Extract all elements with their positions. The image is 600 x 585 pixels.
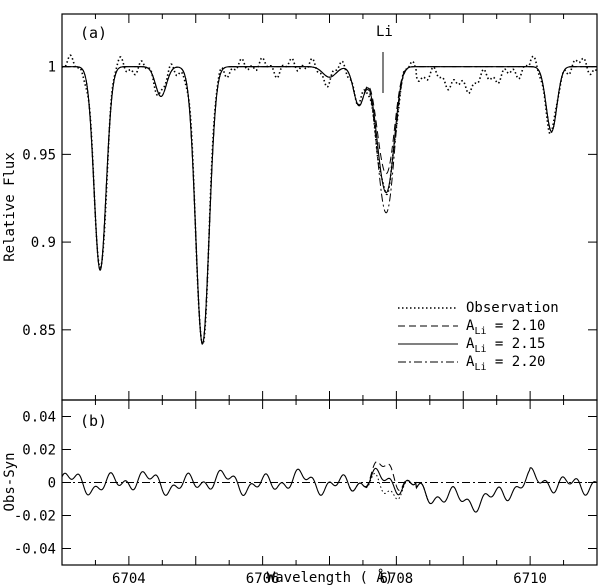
- y-tick-label: 0: [48, 476, 56, 492]
- panel-b: (b) -0.04 -0.02 0 0.02 0.04 6704 6706 6708 6710: [14, 399, 598, 585]
- legend-label: ALi = 2.15: [466, 336, 546, 355]
- legend-label: Observation: [466, 300, 559, 316]
- y-tick-label: -0.04: [14, 542, 56, 558]
- residual-ali-2-15: [61, 467, 598, 513]
- y-tick-label: 0.02: [22, 443, 56, 459]
- panel-b-y-axis-title: Obs-Syn: [2, 452, 18, 511]
- x-axis-title: Wavelength ( Å): [267, 569, 393, 585]
- x-tick-label: 6710: [513, 571, 547, 585]
- y-tick-label: 0.85: [22, 323, 56, 339]
- li-marker: Li: [376, 24, 393, 93]
- panel-a-y-axis-title: Relative Flux: [2, 152, 18, 262]
- y-tick-label: 0.9: [31, 235, 56, 251]
- y-tick-label: 0.04: [22, 410, 56, 426]
- panel-a: (a) 0.85 0.9 0.95 1 Li Observation ALi = 2.1…: [22, 13, 598, 401]
- series-ali-2-20: [62, 66, 597, 345]
- legend-label: ALi = 2.10: [466, 318, 546, 337]
- legend-label: ALi = 2.20: [466, 354, 546, 373]
- residual-ali-2-20: [349, 472, 431, 504]
- residual-ali-2-10: [349, 461, 431, 504]
- x-tick-label: 6708: [380, 571, 414, 585]
- series-observation: [61, 54, 598, 346]
- li-marker-label: Li: [376, 24, 393, 40]
- y-tick-label: -0.02: [14, 509, 56, 525]
- y-tick-label: 0.95: [22, 147, 56, 163]
- panel-a-label: (a): [80, 24, 107, 42]
- y-tick-label: 1: [48, 60, 56, 76]
- x-tick-label: 6706: [246, 571, 280, 585]
- panel-b-label: (b): [80, 412, 107, 430]
- x-tick-label: 6704: [112, 571, 146, 585]
